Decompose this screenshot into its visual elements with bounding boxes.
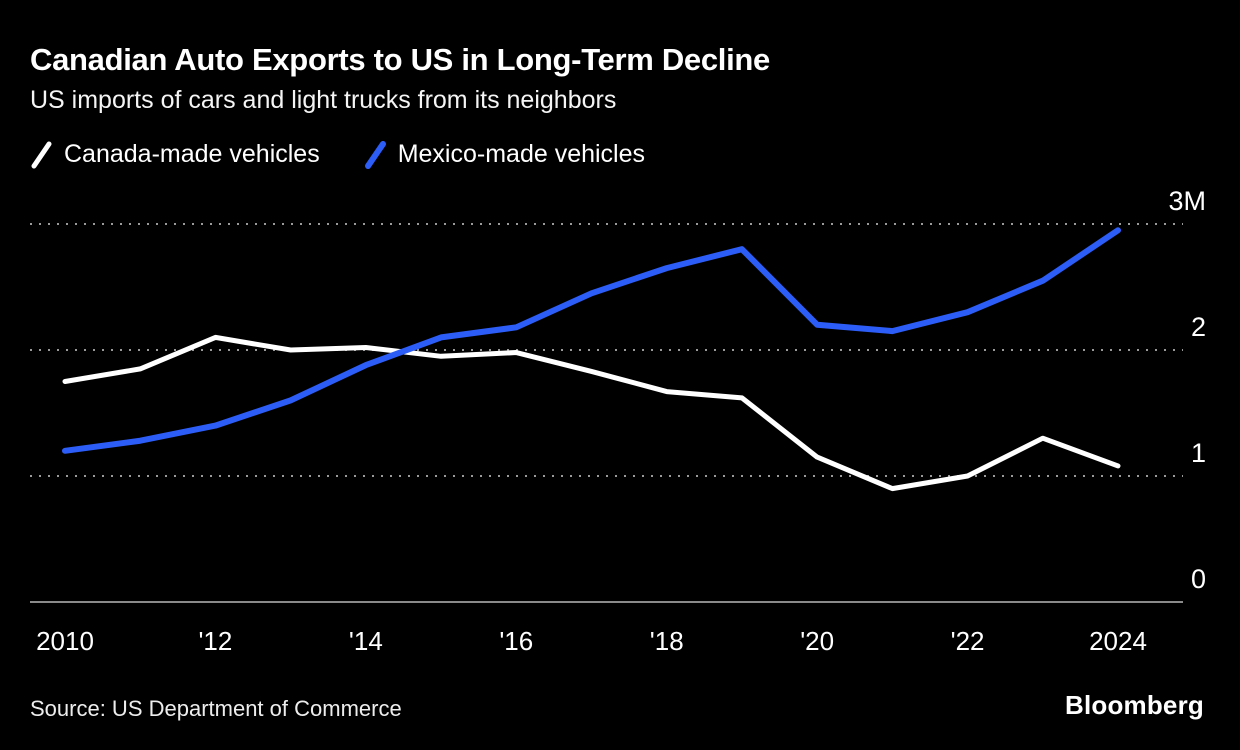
chart-svg: 3M 2 1 0 2010 '12 '14 '16 '18 '20 '22 2024 — [30, 186, 1206, 656]
canada-line-swatch-icon — [31, 141, 52, 168]
x-axis-label: '14 — [349, 626, 383, 656]
legend-item-canada: Canada-made vehicles — [30, 140, 320, 169]
series-line-canada — [62, 334, 1121, 492]
series-line-mexico — [62, 227, 1121, 454]
x-axis-label: 2024 — [1089, 626, 1147, 656]
page-title: Canadian Auto Exports to US in Long-Term… — [30, 42, 770, 77]
y-axis-label: 1 — [1191, 438, 1206, 468]
legend: Canada-made vehicles Mexico-made vehicle… — [30, 140, 645, 169]
x-axis-label: '18 — [650, 626, 684, 656]
y-axis-label: 3M — [1168, 186, 1206, 216]
legend-label-mexico: Mexico-made vehicles — [397, 140, 646, 168]
legend-item-mexico: Mexico-made vehicles — [364, 140, 645, 169]
x-axis-label: 2010 — [36, 626, 94, 656]
y-axis-label: 2 — [1191, 312, 1206, 342]
x-axis-label: '16 — [499, 626, 533, 656]
mexico-line-swatch-icon — [364, 140, 386, 169]
x-axis-label: '20 — [800, 626, 834, 656]
x-axis-label: '12 — [198, 626, 232, 656]
x-axis-label: '22 — [951, 626, 985, 656]
chart-subtitle: US imports of cars and light trucks from… — [30, 86, 617, 114]
y-axis-label: 0 — [1191, 564, 1206, 594]
bloomberg-logo: Bloomberg — [1064, 690, 1204, 720]
legend-label-canada: Canada-made vehicles — [64, 140, 320, 168]
source-note: Source: US Department of Commerce — [30, 696, 402, 721]
